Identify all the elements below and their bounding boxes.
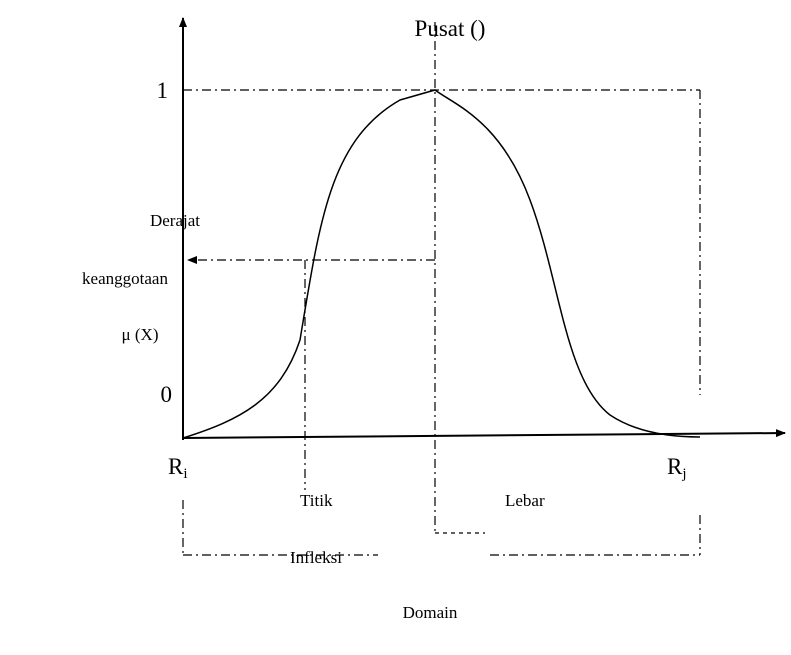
x-axis bbox=[182, 429, 786, 439]
y-label: μ (X) bbox=[122, 325, 159, 344]
y-label: keanggotaan bbox=[82, 269, 168, 288]
inflection-label: Infleksi bbox=[290, 548, 342, 567]
right-label: Rj bbox=[667, 454, 687, 482]
y-label: Derajat bbox=[150, 211, 200, 230]
zero-label: 0 bbox=[161, 382, 173, 407]
left-label: Ri bbox=[168, 454, 188, 482]
center-label: Pusat () bbox=[415, 16, 486, 41]
one-label: 1 bbox=[157, 78, 169, 103]
domain-label: Domain bbox=[403, 603, 458, 622]
width-label: Lebar bbox=[505, 491, 545, 510]
membership-curve bbox=[182, 89, 701, 439]
inflection-label: Titik bbox=[300, 491, 333, 510]
